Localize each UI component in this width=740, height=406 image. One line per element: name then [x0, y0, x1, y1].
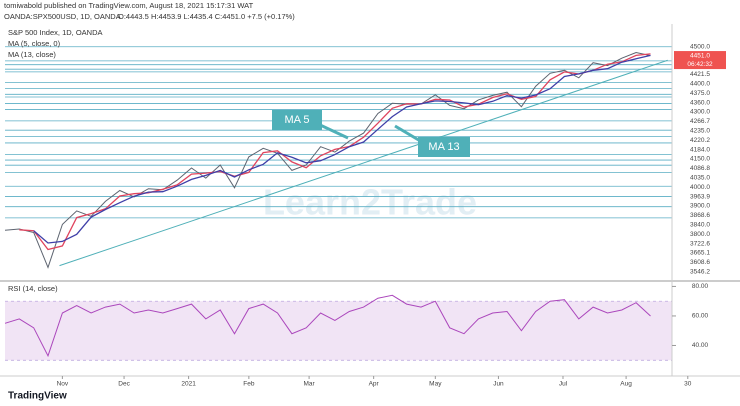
price-label: 4220.2: [690, 137, 710, 144]
price-label: 4184.0: [690, 146, 710, 153]
price-label: 4266.7: [690, 118, 710, 125]
price-label: 3868.6: [690, 212, 710, 219]
annotation-arrow: [394, 124, 423, 144]
rsi-tick-label: 40.00: [692, 342, 709, 349]
price-label: 4235.0: [690, 127, 710, 134]
rsi-tick-label: 80.00: [692, 283, 709, 290]
rsi-tick-label: 60.00: [692, 313, 709, 320]
x-tick-label: 30: [684, 381, 692, 388]
last-price-label: 4451.0: [690, 52, 710, 59]
ohlc: O:4443.5 H:4453.9 L:4435.4 C:4451.0 +7.5…: [118, 12, 295, 21]
rsi-title: RSI (14, close): [8, 284, 58, 293]
price-label: 4360.0: [690, 99, 710, 106]
last-price-box: [674, 51, 726, 70]
trendline: [59, 59, 668, 267]
annotation-box: [418, 137, 470, 157]
x-tick-label: Mar: [303, 381, 315, 388]
annotation-text: MA 5: [284, 114, 309, 126]
price-label: 3722.6: [690, 240, 710, 247]
annotation-arrow: [317, 122, 349, 140]
price-label: 4300.0: [690, 109, 710, 116]
legend-entry: S&P 500 Index, 1D, OANDA: [8, 28, 103, 37]
rsi-band: [5, 301, 672, 361]
price-label: 3963.9: [690, 193, 710, 200]
price-label: 4500.0: [690, 43, 710, 50]
series-line: [4, 51, 651, 269]
price-label: 3608.6: [690, 259, 710, 266]
price-label: 3546.2: [690, 268, 710, 275]
series-line: [33, 54, 651, 244]
x-tick-label: May: [429, 381, 442, 388]
legend-entry: MA (5, close, 0): [8, 39, 61, 48]
price-label: 3900.0: [690, 203, 710, 210]
x-tick-label: Aug: [620, 381, 632, 388]
watermark: Learn2Trade: [263, 182, 477, 223]
rsi-line: [4, 294, 651, 358]
price-label: 4421.5: [690, 71, 710, 78]
annotation-ma5: MA 5: [272, 110, 349, 140]
x-tick-label: Feb: [243, 381, 255, 388]
symbol: OANDA:SPX500USD, 1D, OANDA: [4, 12, 121, 21]
x-tick-label: Apr: [369, 381, 380, 388]
annotation-box: [272, 110, 322, 130]
publisher: tomiwabold published on TradingView.com,…: [4, 1, 254, 10]
price-pane: [4, 46, 672, 361]
price-label: 3840.0: [690, 221, 710, 228]
legend-entry: MA (13, close): [8, 50, 56, 59]
x-tick-label: Nov: [57, 381, 69, 388]
brand: TradingView: [8, 391, 67, 402]
countdown: 06:42:32: [687, 61, 713, 68]
x-tick-label: Dec: [118, 381, 130, 388]
x-tick-label: 2021: [181, 381, 196, 388]
price-label: 4375.0: [690, 90, 710, 97]
x-tick-label: Jun: [493, 381, 504, 388]
series-line: [19, 53, 651, 251]
price-label: 4400.0: [690, 80, 710, 87]
price-label: 4150.0: [690, 156, 710, 163]
price-label: 4000.0: [690, 184, 710, 191]
price-label: 4086.8: [690, 165, 710, 172]
price-label: 3665.1: [690, 250, 710, 257]
x-tick-label: Jul: [559, 381, 568, 388]
annotation-ma13: MA 13: [394, 124, 470, 157]
price-label: 3800.0: [690, 231, 710, 238]
annotation-text: MA 13: [428, 141, 459, 153]
price-label: 4035.0: [690, 174, 710, 181]
